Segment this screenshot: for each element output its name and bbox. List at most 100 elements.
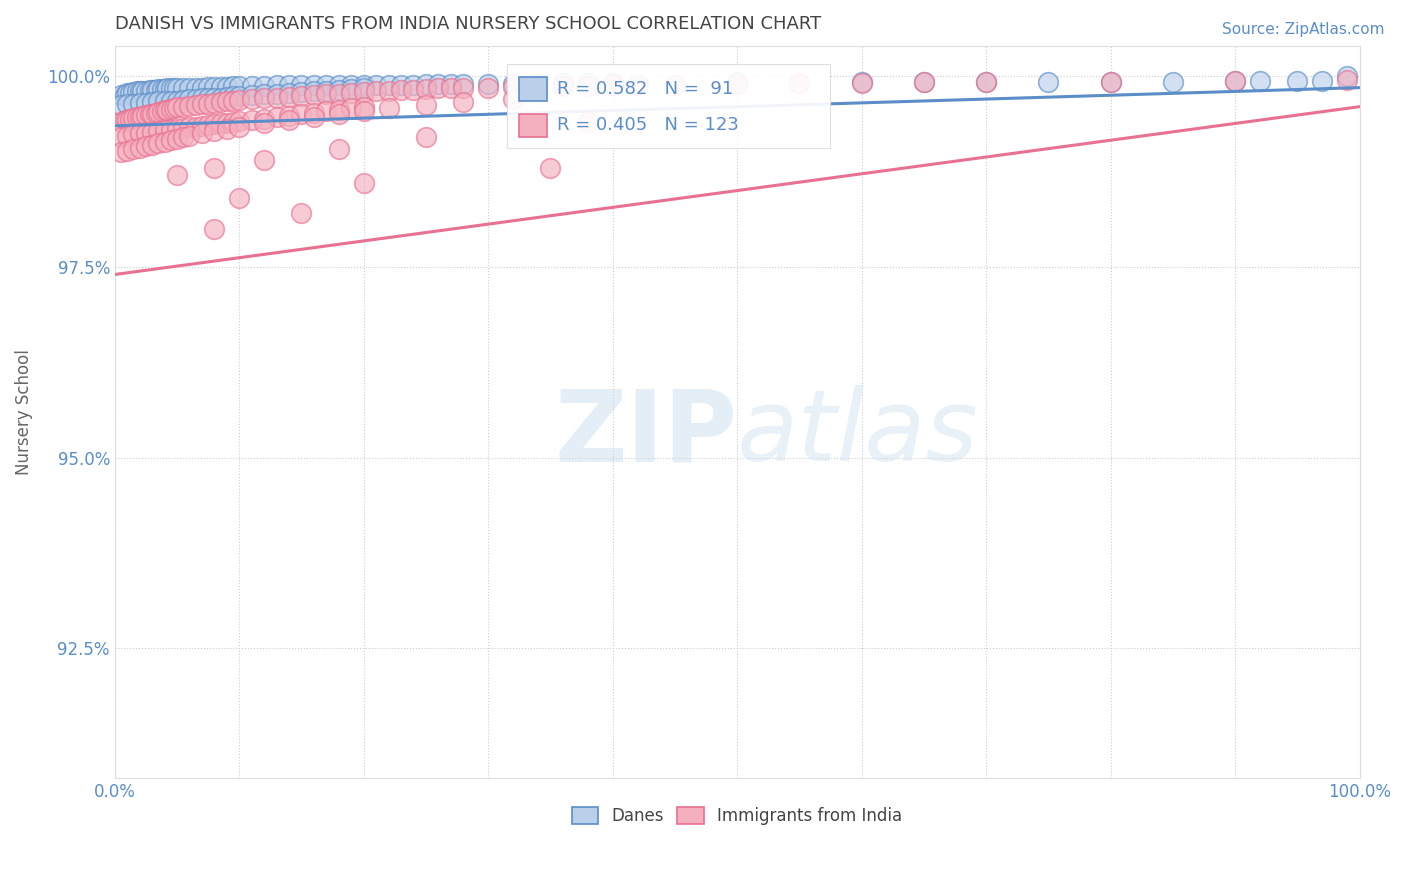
Point	[115, 86, 138, 100]
Point	[215, 116, 238, 130]
Legend: Danes, Immigrants from India: Danes, Immigrants from India	[565, 800, 910, 832]
Point	[115, 144, 138, 158]
Point	[153, 95, 176, 109]
Point	[148, 124, 170, 138]
Point	[725, 77, 748, 91]
Point	[191, 91, 214, 105]
Point	[118, 86, 141, 100]
Point	[166, 121, 188, 136]
Point	[184, 92, 207, 106]
Point	[266, 87, 288, 101]
Point	[179, 92, 201, 106]
Point	[315, 104, 337, 119]
Point	[197, 79, 219, 94]
Point	[114, 113, 136, 128]
Point	[179, 80, 201, 95]
Point	[153, 123, 176, 137]
Point	[602, 78, 624, 93]
Point	[1038, 74, 1060, 88]
Point	[197, 118, 219, 132]
Point	[114, 88, 136, 103]
Point	[127, 85, 149, 99]
Point	[153, 82, 176, 96]
Point	[215, 79, 238, 94]
FancyBboxPatch shape	[519, 77, 547, 101]
Point	[302, 88, 325, 103]
Point	[453, 95, 475, 109]
Point	[278, 86, 301, 100]
Point	[366, 85, 388, 99]
Point	[240, 88, 263, 103]
Point	[228, 79, 250, 94]
Point	[328, 107, 350, 121]
Point	[266, 90, 288, 104]
Point	[377, 78, 399, 92]
Point	[148, 82, 170, 96]
Point	[278, 109, 301, 123]
Point	[110, 145, 132, 160]
Point	[253, 112, 276, 126]
Point	[159, 102, 181, 116]
Point	[191, 97, 214, 112]
Point	[415, 82, 437, 96]
Point	[202, 221, 225, 235]
Point	[209, 95, 232, 109]
Point	[415, 77, 437, 91]
Point	[328, 83, 350, 97]
Point	[1099, 74, 1122, 88]
Point	[202, 95, 225, 110]
Point	[253, 91, 276, 105]
Point	[576, 76, 599, 90]
Point	[159, 122, 181, 136]
Point	[1286, 74, 1309, 88]
Point	[266, 78, 288, 93]
Point	[215, 95, 238, 109]
Point	[166, 132, 188, 146]
Point	[115, 128, 138, 143]
Point	[115, 97, 138, 112]
Point	[222, 115, 245, 129]
Point	[240, 113, 263, 128]
Point	[353, 104, 375, 119]
Point	[315, 87, 337, 102]
Point	[128, 141, 150, 155]
Point	[340, 78, 363, 93]
Point	[1336, 73, 1358, 87]
Point	[122, 111, 145, 125]
Point	[1249, 74, 1271, 88]
Point	[576, 115, 599, 129]
Point	[138, 83, 160, 97]
Point	[253, 116, 276, 130]
Point	[302, 78, 325, 93]
Point	[148, 136, 170, 151]
Point	[1099, 74, 1122, 88]
Point	[1223, 74, 1246, 88]
Point	[477, 77, 499, 91]
Point	[115, 112, 138, 127]
Point	[191, 127, 214, 141]
Point	[209, 90, 232, 104]
Text: ZIP: ZIP	[554, 385, 737, 483]
Point	[1161, 74, 1184, 88]
Point	[156, 103, 179, 117]
Point	[278, 113, 301, 128]
Point	[110, 130, 132, 145]
Point	[172, 100, 194, 114]
Text: atlas: atlas	[737, 385, 979, 483]
Point	[141, 95, 163, 109]
Point	[240, 92, 263, 106]
Point	[222, 89, 245, 103]
Point	[315, 78, 337, 93]
Point	[228, 114, 250, 128]
Point	[538, 161, 561, 175]
Point	[389, 78, 412, 92]
Point	[128, 95, 150, 110]
Point	[166, 81, 188, 95]
Point	[222, 94, 245, 108]
Point	[141, 137, 163, 152]
Point	[191, 80, 214, 95]
Text: Source: ZipAtlas.com: Source: ZipAtlas.com	[1222, 22, 1385, 37]
Point	[427, 81, 450, 95]
Point	[415, 130, 437, 145]
Point	[184, 80, 207, 95]
